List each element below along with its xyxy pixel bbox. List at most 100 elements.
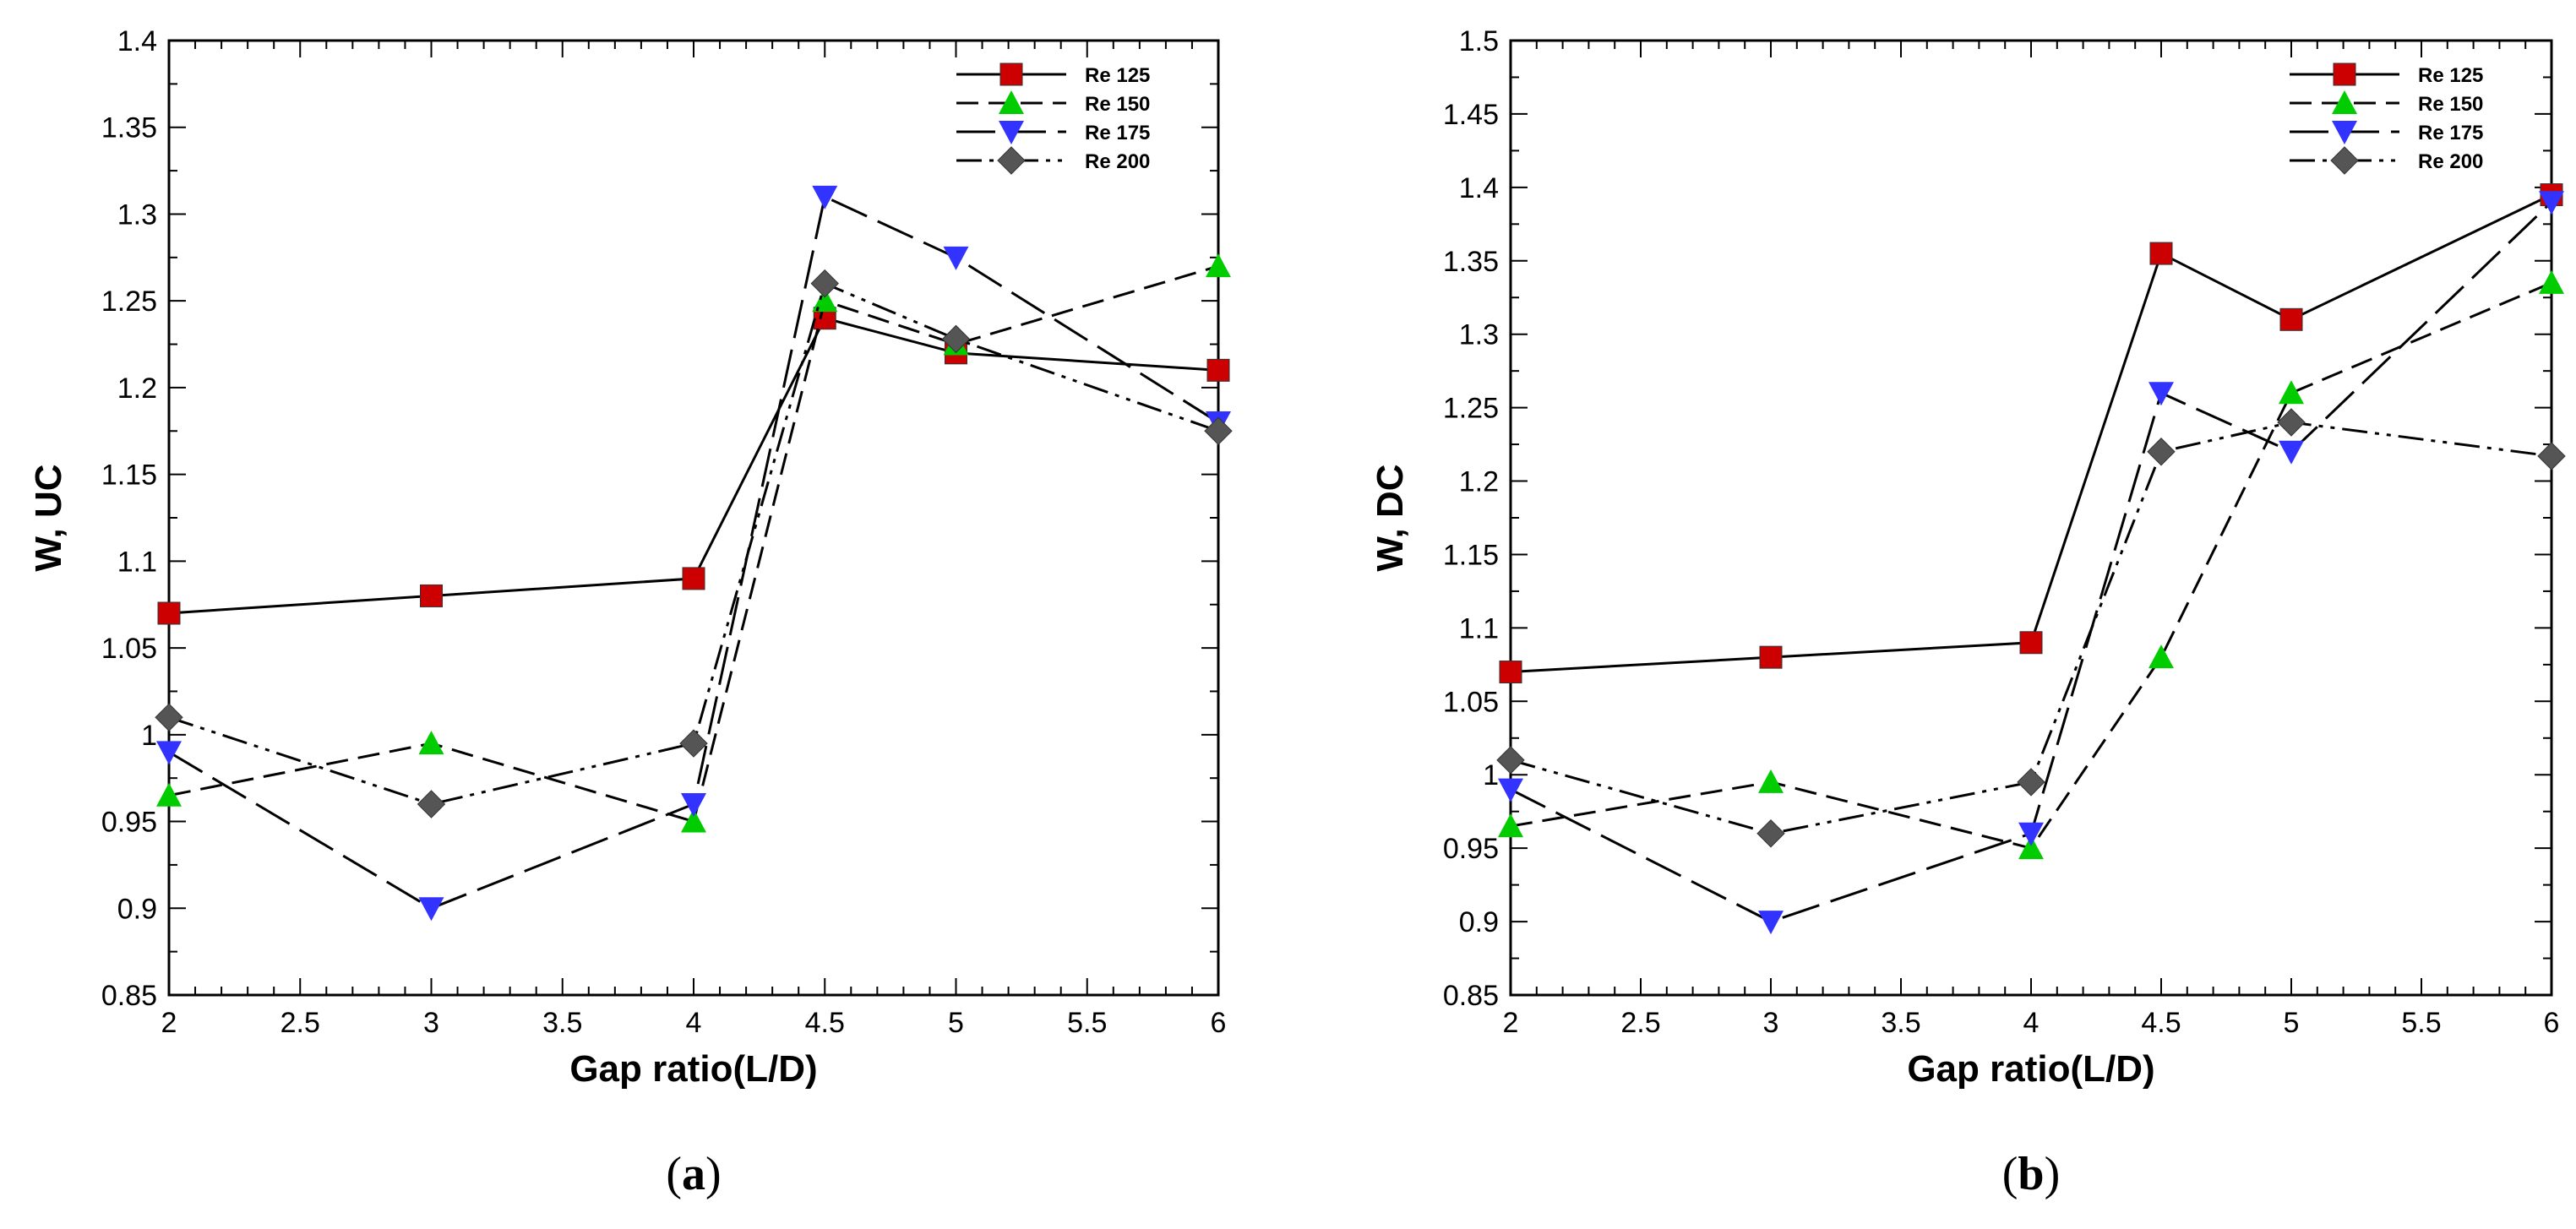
series-line <box>1510 201 2553 923</box>
y-tick-label: 1.25 <box>101 285 157 318</box>
legend-marker <box>999 63 1023 86</box>
x-tick-label: 3 <box>423 1007 439 1039</box>
data-point <box>943 246 969 270</box>
legend-marker <box>2333 63 2356 86</box>
series-line <box>168 194 1219 910</box>
legend-label: Re 200 <box>2418 150 2483 173</box>
data-point <box>2149 242 2173 265</box>
series-re-150 <box>1498 269 2564 860</box>
series-re-175 <box>156 185 1231 922</box>
y-tick-label: 1.1 <box>117 546 157 578</box>
y-tick-label: 0.9 <box>1459 906 1499 938</box>
data-point <box>2537 442 2566 470</box>
x-axis-title: Gap ratio(L/D) <box>1907 1048 2154 1090</box>
series-line <box>168 264 1219 824</box>
x-tick-label: 4 <box>686 1007 702 1039</box>
data-point <box>1499 661 1522 684</box>
data-point <box>812 185 838 209</box>
data-point <box>681 793 706 817</box>
data-point <box>941 324 971 354</box>
data-point <box>418 897 444 922</box>
legend-label: Re 125 <box>2418 64 2483 87</box>
y-tick-label: 1.15 <box>1443 539 1499 571</box>
y-tick-label: 1.3 <box>1459 319 1499 351</box>
legend: Re 125 Re 150 Re 175 Re 200 <box>2290 63 2483 175</box>
y-tick-label: 1.05 <box>1443 686 1499 718</box>
data-point <box>1204 416 1233 445</box>
x-axis-title: Gap ratio(L/D) <box>569 1048 817 1090</box>
y-tick-label: 1 <box>1483 759 1499 791</box>
legend-marker <box>2332 121 2357 144</box>
y-tick-label: 1 <box>141 720 157 752</box>
legend-label: Re 175 <box>1085 122 1150 144</box>
data-point <box>1206 253 1231 278</box>
y-tick-label: 0.95 <box>101 807 157 839</box>
series-line <box>168 281 1219 806</box>
data-point <box>418 731 444 755</box>
series-line <box>1510 421 2552 835</box>
legend-marker <box>997 146 1026 175</box>
data-point <box>417 790 446 818</box>
series-re-125 <box>1499 183 2563 684</box>
data-point <box>679 729 708 758</box>
x-tick-label: 2.5 <box>280 1007 320 1039</box>
data-point <box>2539 191 2564 215</box>
x-tick-label: 4.5 <box>2141 1007 2181 1039</box>
x-tick-label: 5.5 <box>2401 1007 2441 1039</box>
data-point <box>156 741 182 765</box>
data-point <box>2279 440 2304 465</box>
data-point <box>2147 438 2176 466</box>
y-tick-label: 1.4 <box>117 25 157 57</box>
panel-label: (a) <box>666 1148 721 1200</box>
data-point <box>810 269 839 298</box>
legend-marker <box>999 90 1024 114</box>
series-line <box>1510 281 2552 850</box>
legend-label: Re 150 <box>1085 93 1150 116</box>
data-point <box>2277 408 2306 437</box>
y-axis-title: W, DC <box>1370 464 1411 571</box>
data-point <box>1498 813 1523 838</box>
y-axis-title: W, UC <box>28 464 69 571</box>
series-re-125 <box>157 307 1230 625</box>
series-re-200 <box>1496 408 2566 848</box>
legend-marker <box>2330 146 2359 175</box>
series-line <box>1510 193 2552 674</box>
data-point <box>2148 644 2174 669</box>
y-tick-label: 1.25 <box>1443 393 1499 425</box>
data-point <box>420 584 443 607</box>
x-tick-label: 4 <box>2023 1007 2040 1039</box>
panel-label: (b) <box>2002 1148 2060 1200</box>
legend-label: Re 175 <box>2418 122 2483 144</box>
chart-a: 0.85 0.9 0.95 1 1.05 1.1 1.15 1.2 1.25 1.3 1.35 1.4… <box>28 25 1233 1200</box>
y-tick-label: 0.9 <box>117 893 157 925</box>
x-tick-label: 5.5 <box>1067 1007 1107 1039</box>
data-point <box>2019 631 2043 655</box>
x-tick-label: 3.5 <box>1881 1007 1920 1039</box>
y-tick-label: 1.5 <box>1459 25 1499 57</box>
y-tick-label: 1.2 <box>1459 466 1499 498</box>
data-point <box>1756 819 1785 848</box>
y-tick-label: 1.2 <box>117 373 157 405</box>
x-tick-label: 6 <box>2544 1007 2560 1039</box>
x-tick-label: 2 <box>1503 1007 1519 1039</box>
legend-label: Re 150 <box>2418 93 2483 116</box>
data-point <box>812 288 838 313</box>
data-point <box>1758 769 1784 793</box>
legend-marker <box>2332 90 2357 114</box>
y-tick-label: 1.3 <box>117 198 157 231</box>
legend-marker <box>999 121 1024 144</box>
plot-frame <box>167 39 1220 997</box>
x-tick-label: 4.5 <box>805 1007 845 1039</box>
y-tick-label: 1.35 <box>101 112 157 144</box>
data-point <box>2148 382 2174 406</box>
data-point <box>156 782 182 807</box>
data-point <box>681 808 706 833</box>
data-point <box>2279 307 2303 331</box>
data-point <box>1758 911 1784 935</box>
series-re-200 <box>155 269 1233 818</box>
data-point <box>1498 778 1523 802</box>
legend: Re 125 Re 150 Re 175 Re 200 <box>956 63 1150 175</box>
y-tick-label: 1.05 <box>101 633 157 665</box>
data-point <box>1496 746 1525 775</box>
x-tick-label: 2 <box>161 1007 177 1039</box>
